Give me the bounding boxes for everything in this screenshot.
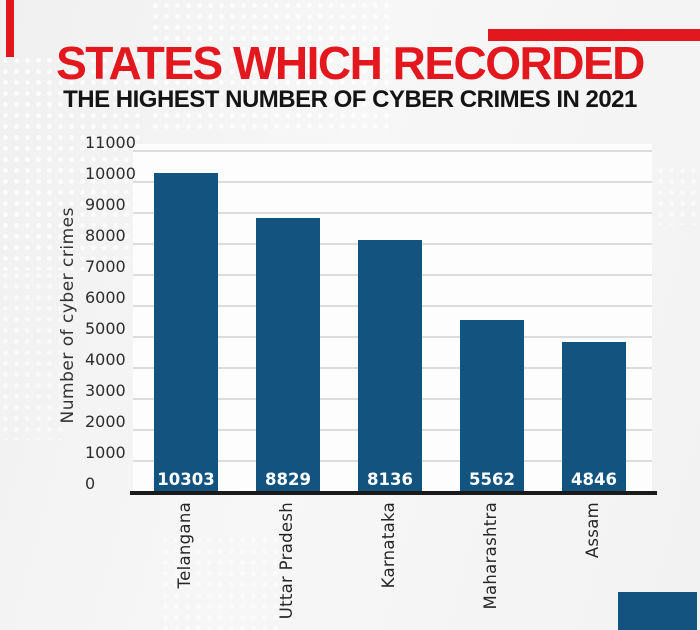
- page-subtitle: THE HIGHEST NUMBER OF CYBER CRIMES IN 20…: [63, 86, 637, 113]
- bar-maharashtra: [460, 319, 524, 492]
- dots-texture-left-lower: [0, 270, 65, 440]
- y-tick-label-11000: 11000: [85, 133, 136, 152]
- bar-value-maharashtra: 5562: [469, 470, 515, 489]
- y-tick-label-5000: 5000: [85, 319, 126, 338]
- y-tick-label-7000: 7000: [85, 257, 126, 276]
- x-axis-line: [130, 491, 657, 495]
- blue-square-decoration: [618, 592, 697, 630]
- y-tick-label-2000: 2000: [85, 412, 126, 431]
- x-axis-label-telangana: Telangana: [175, 502, 194, 589]
- y-axis-title: Number of cyber crimes: [58, 207, 78, 424]
- y-tick-label-4000: 4000: [85, 350, 126, 369]
- x-axis-label-uttar-pradesh: Uttar Pradesh: [277, 502, 296, 620]
- y-tick-label-6000: 6000: [85, 288, 126, 307]
- x-axis-label-karnataka: Karnataka: [379, 502, 398, 589]
- gridline-9000: [133, 212, 652, 214]
- gridline-11000: [133, 150, 652, 152]
- y-tick-label-1000: 1000: [85, 443, 126, 462]
- red-bar-decoration: [488, 29, 700, 41]
- bar-uttar-pradesh: [256, 218, 320, 492]
- y-tick-label-3000: 3000: [85, 381, 126, 400]
- y-tick-label-0: 0: [85, 474, 96, 493]
- bar-value-karnataka: 8136: [367, 470, 413, 489]
- bar-karnataka: [358, 239, 422, 492]
- gridline-10000: [133, 181, 652, 183]
- bar-value-assam: 4846: [571, 470, 617, 489]
- x-axis-label-assam: Assam: [583, 502, 602, 559]
- y-tick-label-10000: 10000: [85, 164, 136, 183]
- red-stripe-decoration: [6, 0, 14, 57]
- bar-assam: [562, 341, 626, 492]
- y-tick-label-8000: 8000: [85, 226, 126, 245]
- bar-value-uttar-pradesh: 8829: [265, 470, 311, 489]
- bar-telangana: [154, 172, 218, 492]
- x-axis-label-maharashtra: Maharashtra: [481, 502, 500, 610]
- y-tick-label-9000: 9000: [85, 195, 126, 214]
- page-title: STATES WHICH RECORDED: [56, 37, 645, 89]
- bar-value-telangana: 10303: [157, 470, 215, 489]
